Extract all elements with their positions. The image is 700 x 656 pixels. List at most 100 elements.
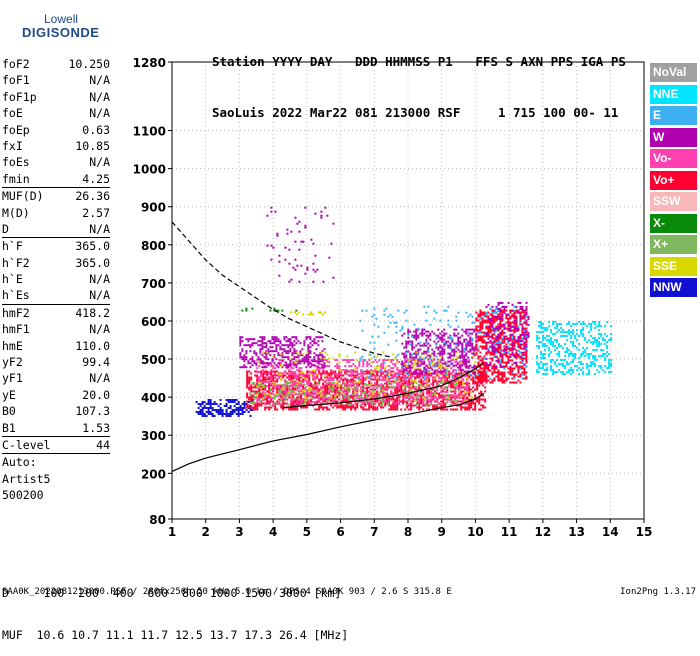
echo-point [290, 382, 292, 384]
echo-point [370, 371, 372, 373]
echo-point [305, 360, 307, 362]
echo-point [382, 407, 384, 409]
echo-point [218, 413, 220, 415]
echo-point [481, 312, 483, 314]
echo-point [318, 389, 320, 391]
echo-point [436, 401, 438, 403]
echo-point [528, 332, 530, 334]
echo-point [242, 403, 244, 405]
echo-point [483, 320, 485, 322]
echo-point [272, 371, 274, 373]
echo-point [271, 336, 273, 338]
echo-point [402, 381, 404, 383]
echo-point [570, 351, 572, 353]
echo-point [475, 318, 477, 320]
echo-point [390, 381, 392, 383]
echo-point [307, 362, 309, 364]
echo-point [348, 386, 350, 388]
echo-point [604, 325, 606, 327]
echo-point [592, 355, 594, 357]
echo-point [409, 344, 411, 346]
echo-point [505, 366, 507, 368]
echo-point [461, 353, 463, 355]
echo-point [289, 350, 291, 352]
echo-point [274, 367, 276, 369]
echo-point [390, 405, 392, 407]
echo-point [395, 332, 397, 334]
echo-point [447, 320, 449, 322]
echo-point [480, 399, 482, 401]
echo-point [288, 391, 290, 393]
echo-point [477, 316, 479, 318]
echo-point [314, 377, 316, 379]
echo-point [452, 371, 454, 373]
echo-point [396, 401, 398, 403]
echo-point [506, 338, 508, 340]
echo-point [536, 339, 538, 341]
echo-point [473, 373, 475, 375]
echo-point [427, 350, 429, 352]
echo-point [238, 415, 240, 417]
echo-point [477, 338, 479, 340]
echo-point [358, 385, 360, 387]
echo-point [413, 357, 415, 359]
echo-point [524, 354, 526, 356]
echo-point [244, 401, 246, 403]
echo-point [540, 367, 542, 369]
echo-point [466, 381, 468, 383]
echo-point [258, 397, 260, 399]
echo-point [342, 391, 344, 393]
echo-point [290, 409, 292, 411]
echo-point [272, 355, 274, 357]
echo-point [503, 368, 505, 370]
echo-point [594, 359, 596, 361]
echo-point [334, 395, 336, 397]
echo-point [505, 310, 507, 312]
echo-point [275, 338, 277, 340]
echo-point [521, 324, 523, 326]
echo-point [269, 342, 271, 344]
echo-point [580, 355, 582, 357]
echo-point [402, 401, 404, 403]
echo-point [558, 329, 560, 331]
echo-point [226, 413, 228, 415]
echo-point [544, 373, 546, 375]
echo-point [208, 413, 210, 415]
echo-point [226, 403, 228, 405]
echo-point [318, 391, 320, 393]
echo-point [519, 362, 521, 364]
echo-point [388, 369, 390, 371]
echo-point [562, 329, 564, 331]
echo-point [268, 377, 270, 379]
echo-point [348, 375, 350, 377]
echo-point [210, 407, 212, 409]
echo-point [405, 369, 407, 371]
echo-point [298, 375, 300, 377]
echo-point [446, 409, 448, 411]
echo-point [513, 312, 515, 314]
echo-point [510, 326, 512, 328]
echo-point [328, 382, 330, 384]
echo-point [350, 409, 352, 411]
echo-point [431, 331, 433, 333]
echo-point [452, 391, 454, 393]
echo-point [362, 375, 364, 377]
echo-point [261, 346, 263, 348]
echo-point [487, 332, 489, 334]
echo-point [495, 320, 497, 322]
echo-point [283, 364, 285, 366]
echo-point [462, 395, 464, 397]
echo-point [356, 405, 358, 407]
echo-point [425, 351, 427, 353]
echo-point [471, 353, 473, 355]
echo-point [269, 354, 271, 356]
echo-point [417, 343, 419, 345]
echo-point [364, 373, 366, 375]
echo-point [258, 377, 260, 379]
echo-point [441, 337, 443, 339]
echo-point [287, 364, 289, 366]
echo-point [382, 400, 384, 402]
echo-point [356, 403, 358, 405]
echo-point [264, 379, 266, 381]
echo-point [407, 362, 409, 364]
